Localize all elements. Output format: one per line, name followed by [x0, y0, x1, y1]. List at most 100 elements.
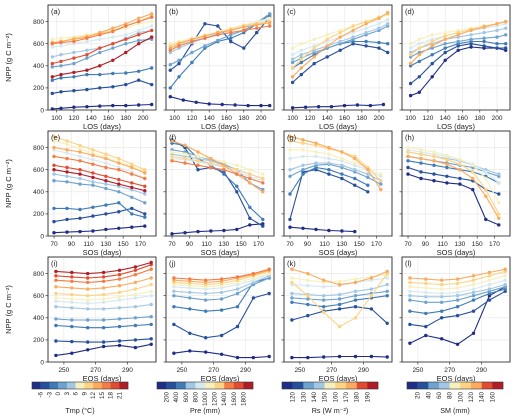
data-point [196, 168, 200, 172]
series-line [171, 160, 263, 184]
data-point [424, 295, 428, 299]
data-point [430, 75, 434, 79]
data-point [497, 201, 501, 205]
data-point [290, 318, 294, 322]
data-point [322, 305, 326, 309]
data-point [443, 58, 447, 62]
colorbar-segment [292, 382, 304, 389]
data-point [504, 33, 508, 37]
data-point [117, 317, 122, 321]
x-tick-label: 290 [240, 367, 251, 374]
data-point [170, 154, 174, 159]
data-point [133, 268, 138, 272]
panel-label: (d) [405, 7, 415, 16]
data-point [487, 287, 492, 291]
data-point [353, 305, 358, 309]
data-point [101, 270, 106, 275]
data-point [104, 174, 108, 178]
data-point [86, 348, 90, 352]
data-point [327, 172, 331, 176]
data-point [327, 156, 331, 161]
data-point [50, 65, 54, 69]
data-point [149, 282, 153, 287]
colorbar-segment [335, 382, 347, 389]
data-point [325, 44, 329, 48]
y-tick-label: 400 [33, 189, 44, 196]
series [52, 134, 147, 172]
data-point [440, 278, 444, 282]
x-tick-label: 170 [253, 241, 264, 248]
data-point [172, 322, 176, 327]
data-point [196, 163, 200, 167]
data-point [312, 37, 316, 41]
data-point [408, 42, 413, 46]
data-point [117, 298, 122, 302]
series [52, 145, 147, 175]
data-point [288, 134, 292, 139]
data-point [482, 36, 486, 40]
data-point [190, 39, 194, 44]
data-point [91, 180, 95, 184]
data-point [455, 313, 460, 318]
data-point [104, 152, 108, 156]
data-point [417, 37, 421, 41]
data-point [149, 260, 153, 265]
colorbar-segment [492, 382, 504, 389]
data-point [50, 61, 54, 66]
panel-label: (l) [405, 259, 412, 268]
data-point [111, 42, 115, 46]
data-point [288, 139, 292, 143]
data-point [91, 175, 95, 180]
y-tick-label: 800 [33, 145, 44, 152]
data-point [98, 50, 102, 55]
data-point [445, 162, 449, 166]
data-point [52, 219, 56, 224]
data-point [204, 298, 208, 302]
x-tick-label: 100 [51, 115, 62, 122]
data-point [78, 176, 82, 181]
data-point [235, 190, 239, 194]
data-point [104, 156, 108, 161]
series [406, 145, 501, 205]
data-point [188, 277, 192, 281]
data-point [72, 39, 76, 44]
data-point [196, 150, 200, 154]
data-point [381, 102, 386, 107]
data-point [248, 205, 252, 209]
data-point [314, 227, 318, 232]
colorbar-segment [185, 382, 196, 389]
x-tick-label: 270 [444, 367, 455, 374]
data-point [104, 227, 108, 232]
colorbar-segment [75, 382, 85, 389]
data-point [85, 53, 89, 57]
data-point [207, 102, 211, 106]
panel-label: (f) [169, 133, 177, 142]
data-point [86, 340, 90, 344]
x-tick-label: 70 [168, 241, 176, 248]
data-point [117, 156, 121, 161]
data-point [417, 59, 421, 64]
colorbar-segment [282, 382, 293, 389]
x-tick-label: 140 [86, 115, 97, 122]
colorbar-segment [481, 382, 493, 389]
data-point [219, 290, 224, 295]
data-point [368, 103, 373, 108]
data-point [261, 172, 265, 176]
x-tick-label: 130 [218, 241, 229, 248]
data-point [137, 78, 141, 82]
data-point [455, 277, 460, 281]
data-point [86, 287, 90, 291]
data-point [455, 294, 460, 298]
series [408, 267, 507, 282]
data-point [117, 306, 122, 310]
plot-border [401, 130, 511, 237]
x-tick-label: 180 [238, 115, 249, 122]
series [288, 134, 383, 192]
data-point [353, 161, 357, 165]
data-point [65, 230, 69, 234]
data-point [471, 163, 475, 167]
data-point [183, 152, 187, 156]
y-tick-label: 200 [33, 337, 44, 344]
data-point [306, 278, 310, 282]
data-point [379, 179, 383, 183]
